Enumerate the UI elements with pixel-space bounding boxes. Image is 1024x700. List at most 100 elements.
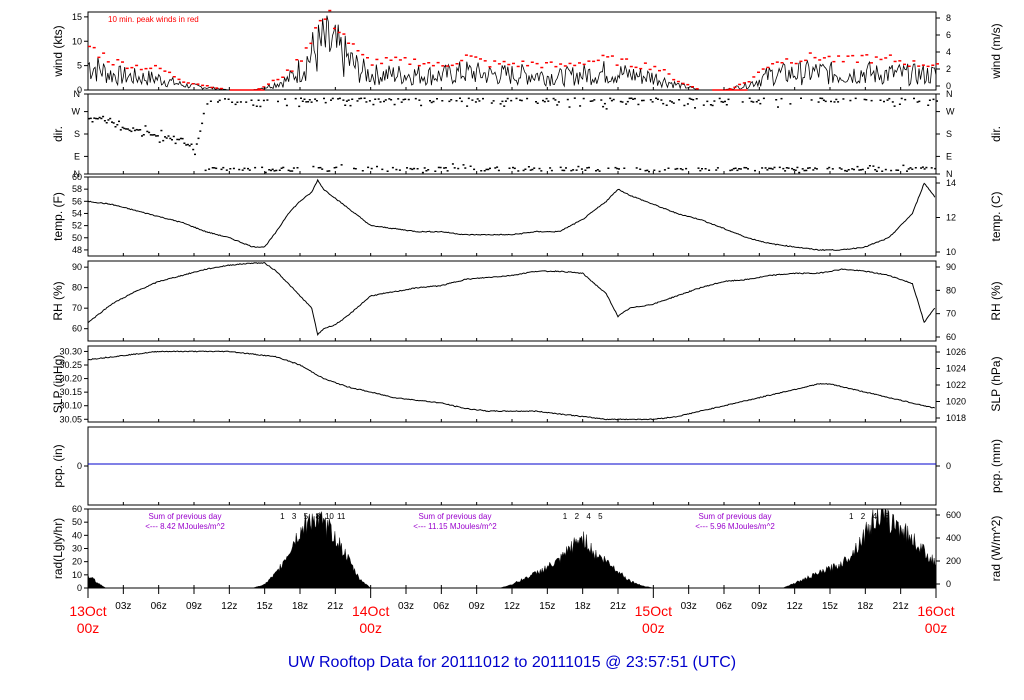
rad-ylabel-right: rad (W/m^2) xyxy=(989,516,1003,582)
dir-point xyxy=(386,170,389,172)
wind-ylabel-right: wind (m/s) xyxy=(989,23,1003,79)
dir-point xyxy=(596,169,599,171)
dir-point xyxy=(803,169,806,172)
dir-point xyxy=(727,98,730,101)
wind-peak-mark xyxy=(596,59,600,62)
dir-point xyxy=(165,137,168,139)
wind-peak-mark xyxy=(587,60,591,62)
temp-frame xyxy=(87,176,937,257)
dir-point xyxy=(674,168,677,170)
rad-tick-label: 10 xyxy=(72,570,82,580)
x-hour-label: 15z xyxy=(539,601,555,612)
dir-point xyxy=(444,167,447,169)
dir-point xyxy=(179,137,182,140)
dir-point xyxy=(831,168,834,170)
dir-point xyxy=(388,98,391,100)
dir-point xyxy=(600,99,603,101)
wind-peak-mark xyxy=(912,60,916,62)
wind-peak-mark xyxy=(121,61,124,63)
slp-frame xyxy=(87,345,937,423)
wind-peak-mark xyxy=(323,18,327,20)
wind-peak-mark xyxy=(479,58,482,60)
wind-peak-mark xyxy=(88,45,91,48)
wind-peak-mark xyxy=(921,64,925,66)
dir-point xyxy=(172,135,175,138)
dir-point xyxy=(810,99,813,101)
wind-peak-mark xyxy=(149,67,153,70)
dir-point xyxy=(830,100,832,103)
dir-point xyxy=(724,100,726,103)
dir-point xyxy=(748,97,751,99)
rad-tick-label: 60 xyxy=(72,504,82,514)
wind-peak-mark xyxy=(474,56,478,58)
dir-point xyxy=(448,100,451,103)
dir-point xyxy=(411,168,414,171)
dir-point xyxy=(209,100,212,102)
slp-tick-label-right: 1026 xyxy=(946,347,966,357)
x-hour-label: 12z xyxy=(504,601,520,612)
dir-point xyxy=(639,168,642,170)
dir-point xyxy=(421,171,424,174)
rh-ylabel-right: RH (%) xyxy=(989,281,1003,320)
dir-point xyxy=(648,170,650,173)
dir-point xyxy=(649,99,652,101)
dir-point xyxy=(731,169,734,171)
wind-peak-mark xyxy=(521,60,525,62)
dir-point xyxy=(923,168,926,170)
wind-peak-mark xyxy=(182,81,186,83)
dir-point xyxy=(457,167,460,170)
rad-tick-label-right: 600 xyxy=(946,510,961,520)
wind-peak-mark xyxy=(389,59,393,61)
dir-point xyxy=(593,99,596,101)
wind-peak-mark xyxy=(422,63,426,65)
wind-peak-mark xyxy=(309,42,313,45)
dir-tick-label: N xyxy=(74,169,81,179)
wind-tick-label: 0 xyxy=(77,85,82,95)
x-hour-label: 09z xyxy=(751,601,767,612)
dir-point xyxy=(623,167,626,169)
dir-point xyxy=(858,169,861,171)
wind-peak-mark xyxy=(290,70,294,72)
dir-point xyxy=(482,97,484,100)
dir-point xyxy=(837,101,840,103)
wind-peak-mark xyxy=(578,62,581,64)
dir-point xyxy=(376,165,378,168)
dir-point xyxy=(238,168,241,171)
wind-peak-mark xyxy=(903,63,906,66)
dir-point xyxy=(747,168,749,170)
wind-tick-label-right: 6 xyxy=(946,30,951,40)
dir-point xyxy=(273,170,276,172)
dir-point xyxy=(194,153,196,156)
dir-point xyxy=(367,166,370,169)
dir-point xyxy=(568,106,571,108)
wind-peak-mark xyxy=(516,65,520,68)
wind-peak-mark xyxy=(163,70,167,72)
wind-peak-mark xyxy=(201,84,205,87)
wind-peak-mark xyxy=(780,62,784,64)
dir-point xyxy=(478,100,481,102)
dir-point xyxy=(671,101,673,103)
dir-point xyxy=(121,126,124,129)
dir-point xyxy=(833,101,836,103)
dir-point xyxy=(141,135,143,137)
dir-point xyxy=(321,168,324,170)
dir-point xyxy=(681,168,684,171)
dir-point xyxy=(906,170,908,172)
dir-point xyxy=(409,167,412,170)
dir-point xyxy=(139,129,142,131)
temp-tick-label: 54 xyxy=(72,208,82,218)
dir-point xyxy=(473,168,476,171)
dir-point xyxy=(798,171,801,174)
rad-sum-label: Sum of previous day xyxy=(699,512,772,521)
temp-ylabel: temp. (F) xyxy=(51,192,65,241)
dir-point xyxy=(784,170,787,172)
dir-point xyxy=(372,103,375,106)
dir-point xyxy=(268,169,271,171)
dir-point xyxy=(429,100,431,102)
dir-point xyxy=(164,136,166,138)
dir-point xyxy=(443,167,446,169)
dir-point xyxy=(169,137,172,140)
wind-peak-mark xyxy=(507,63,511,66)
dir-tick-label: W xyxy=(72,107,81,117)
dir-point xyxy=(875,170,878,172)
